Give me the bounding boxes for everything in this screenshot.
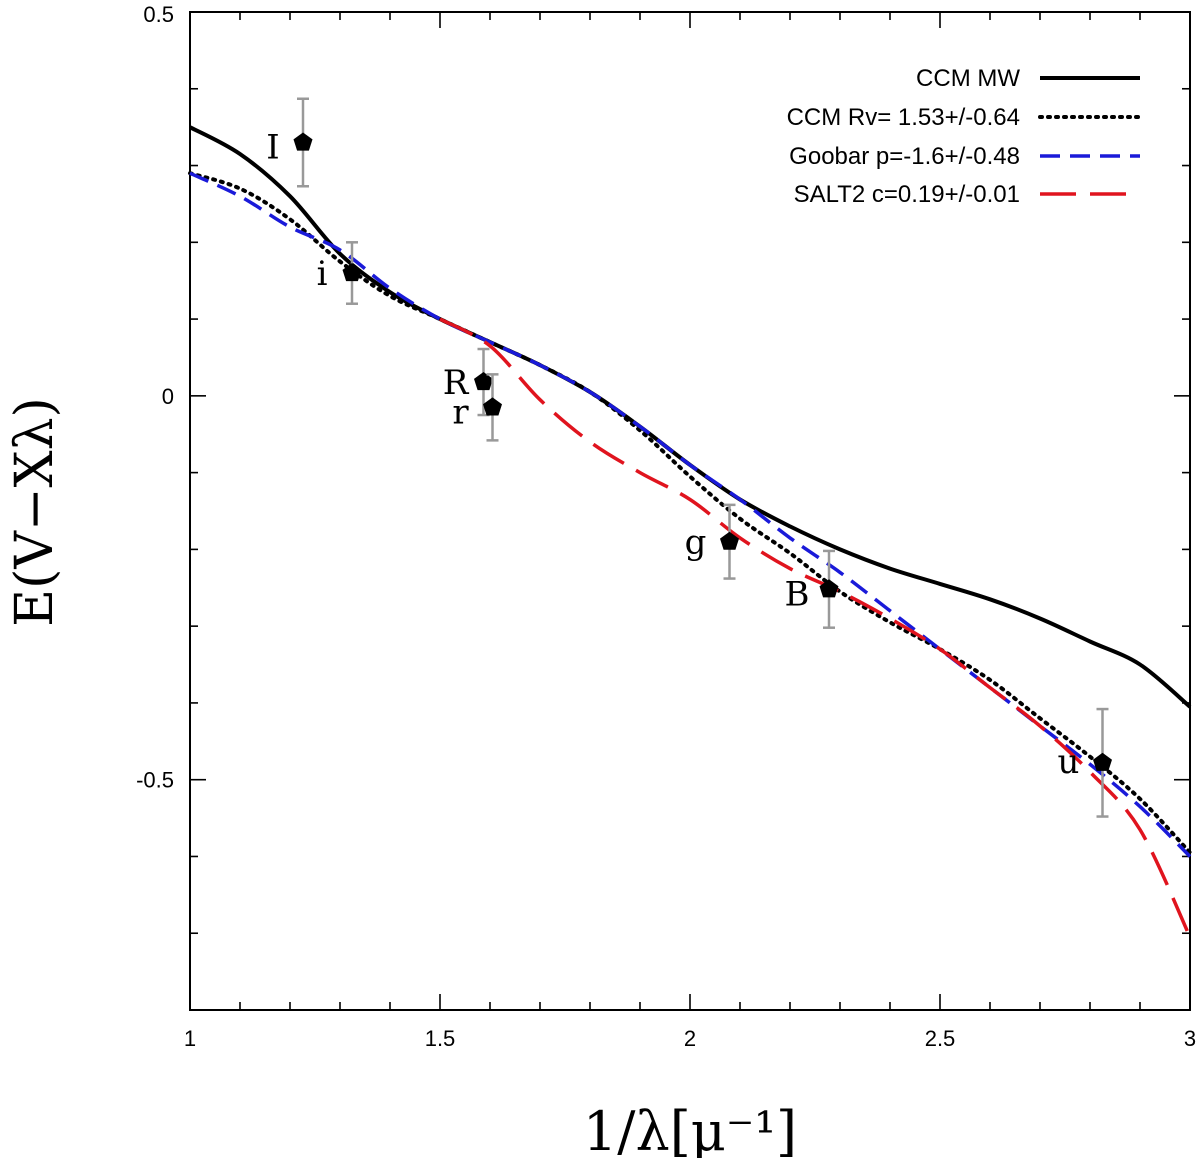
series-line-goobar-p-1-6-0-48 (189, 171, 1192, 858)
series-line-ccm-mw (189, 125, 1192, 709)
series-line-salt2-c-0-19-0-01 (439, 317, 1192, 938)
y-tick-label: 0.5 (143, 2, 174, 27)
y-tick-label: -0.5 (136, 768, 174, 793)
point-label: r (452, 392, 469, 432)
data-point-i (342, 263, 362, 282)
point-label: u (1058, 742, 1080, 782)
data-point-r (483, 397, 502, 416)
series-line-ccm-rv-1-53-0-64 (188, 171, 1192, 855)
x-tick-label: 1.5 (425, 1026, 456, 1051)
data-point-B (819, 579, 839, 598)
point-label: g (685, 523, 707, 563)
point-label: i (317, 254, 328, 294)
plot-frame (189, 11, 1191, 1011)
y-tick-label: 0 (162, 384, 174, 409)
data-point-g (720, 531, 739, 550)
data-point-I (293, 132, 313, 151)
x-tick-label: 2.5 (925, 1026, 956, 1051)
legend-label: CCM Rv= 1.53+/-0.64 (787, 104, 1020, 131)
legend-label: CCM MW (916, 65, 1020, 92)
legend-label: SALT2 c=0.19+/-0.01 (794, 181, 1020, 208)
y-axis-label: E(V−Xλ) (5, 397, 65, 627)
x-axis-label: 1/λ[μ⁻¹] (583, 1100, 797, 1158)
data-point-u (1093, 752, 1112, 771)
x-tick-label: 2 (684, 1026, 696, 1051)
x-tick-label: 1 (184, 1026, 196, 1051)
legend-label: Goobar p=-1.6+/-0.48 (789, 143, 1020, 170)
point-label: R (443, 363, 470, 403)
data-point-R (474, 372, 493, 391)
point-label: I (266, 128, 279, 168)
point-label: B (785, 574, 810, 614)
x-tick-label: 3 (1184, 1026, 1196, 1051)
